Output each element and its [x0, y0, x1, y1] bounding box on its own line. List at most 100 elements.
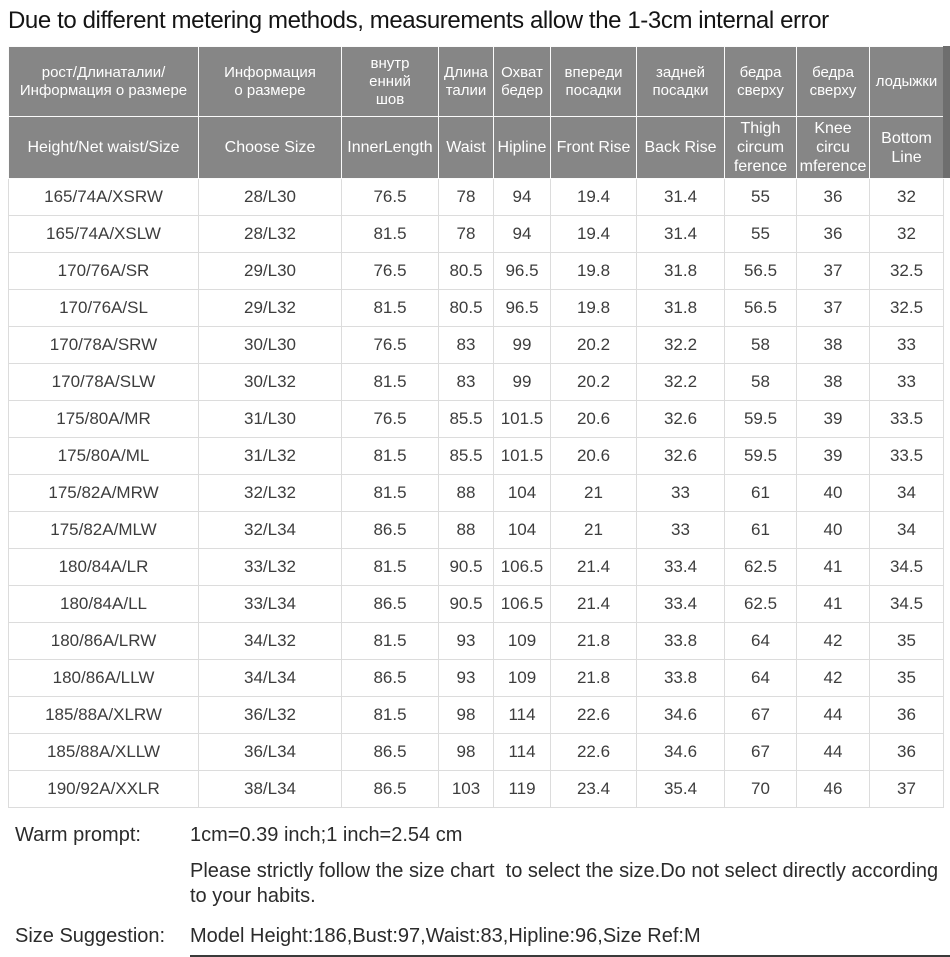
table-cell: 23.4	[550, 770, 637, 808]
table-cell: 42	[796, 622, 870, 660]
column-header-ru-5: впереди посадки	[550, 46, 637, 117]
table-row: 180/84A/LL 33/L34 86.5 90.5 106.5 21.4 33.4 62.…	[8, 585, 944, 623]
table-cell: 33.4	[636, 585, 725, 623]
table-cell: 34/L34	[198, 659, 342, 697]
table-cell: 22.6	[550, 733, 637, 771]
table-cell: 81.5	[341, 215, 439, 253]
table-cell: 33	[869, 326, 944, 364]
table-cell: 44	[796, 733, 870, 771]
table-row: 185/88A/XLLW 36/L34 86.5 98 114 22.6 34.6 67 44 3…	[8, 733, 944, 771]
column-header-ru-6: задней посадки	[636, 46, 725, 117]
header-row-en: Height/Net waist/Size Choose Size InnerLen…	[8, 116, 944, 179]
column-header-ru-7: бедра сверху	[724, 46, 797, 117]
header-row-ru: рост/Длинаталии/ Информация о размере Инф…	[8, 46, 944, 117]
table-cell: 58	[724, 326, 797, 364]
table-cell: 180/86A/LLW	[8, 659, 199, 697]
table-cell: 46	[796, 770, 870, 808]
table-cell: 81.5	[341, 437, 439, 475]
table-cell: 86.5	[341, 733, 439, 771]
table-cell: 21.8	[550, 659, 637, 697]
table-cell: 180/86A/LRW	[8, 622, 199, 660]
table-cell: 32/L32	[198, 474, 342, 512]
table-cell: 34	[869, 474, 944, 512]
table-cell: 93	[438, 659, 494, 697]
column-header-en-9: Bottom Line	[869, 116, 944, 179]
table-cell: 99	[493, 326, 551, 364]
table-cell: 55	[724, 178, 797, 216]
table-cell: 33	[636, 474, 725, 512]
table-cell: 21	[550, 511, 637, 549]
table-cell: 104	[493, 474, 551, 512]
table-cell: 180/84A/LL	[8, 585, 199, 623]
table-cell: 34/L32	[198, 622, 342, 660]
table-cell: 33/L34	[198, 585, 342, 623]
table-cell: 104	[493, 511, 551, 549]
table-cell: 36	[796, 178, 870, 216]
table-cell: 58	[724, 363, 797, 401]
table-cell: 67	[724, 696, 797, 734]
table-cell: 165/74A/XSLW	[8, 215, 199, 253]
size-suggestion-row: Size Suggestion: Model Height:186,Bust:9…	[15, 925, 950, 957]
column-header-ru-8: бедра сверху	[796, 46, 870, 117]
table-cell: 35	[869, 659, 944, 697]
table-cell: 19.8	[550, 252, 637, 290]
column-header-en-0: Height/Net waist/Size	[8, 116, 199, 179]
table-cell: 85.5	[438, 437, 494, 475]
table-row: 175/82A/MLW 32/L34 86.5 88 104 21 33 61 40 34	[8, 511, 944, 549]
table-cell: 106.5	[493, 585, 551, 623]
table-cell: 31.4	[636, 215, 725, 253]
warm-prompt-value: 1cm=0.39 inch;1 inch=2.54 cm	[190, 824, 463, 846]
table-cell: 31.8	[636, 252, 725, 290]
table-cell: 21.4	[550, 585, 637, 623]
table-cell: 34.5	[869, 548, 944, 586]
table-cell: 35	[869, 622, 944, 660]
table-cell: 29/L30	[198, 252, 342, 290]
table-cell: 36	[796, 215, 870, 253]
table-cell: 76.5	[341, 252, 439, 290]
table-cell: 165/74A/XSRW	[8, 178, 199, 216]
table-cell: 32/L34	[198, 511, 342, 549]
table-cell: 86.5	[341, 659, 439, 697]
table-cell: 81.5	[341, 363, 439, 401]
table-cell: 37	[869, 770, 944, 808]
table-cell: 20.6	[550, 400, 637, 438]
table-cell: 62.5	[724, 548, 797, 586]
table-cell: 37	[796, 252, 870, 290]
table-row: 180/86A/LRW 34/L32 81.5 93 109 21.8 33.8 64 42 35	[8, 622, 944, 660]
table-cell: 109	[493, 659, 551, 697]
table-cell: 81.5	[341, 289, 439, 327]
table-cell: 94	[493, 178, 551, 216]
notes-section: Warm prompt: 1cm=0.39 inch;1 inch=2.54 c…	[15, 824, 950, 957]
table-cell: 31/L32	[198, 437, 342, 475]
table-cell: 34.6	[636, 733, 725, 771]
table-cell: 76.5	[341, 326, 439, 364]
table-cell: 32.6	[636, 437, 725, 475]
table-cell: 56.5	[724, 252, 797, 290]
table-cell: 38	[796, 326, 870, 364]
warm-prompt-note: Please strictly follow the size chart to…	[190, 860, 944, 907]
table-cell: 36/L32	[198, 696, 342, 734]
column-header-ru-0: рост/Длинаталии/ Информация о размере	[8, 46, 199, 117]
table-cell: 21	[550, 474, 637, 512]
table-cell: 83	[438, 363, 494, 401]
column-header-ru-3: Длина талии	[438, 46, 494, 117]
table-cell: 32.2	[636, 326, 725, 364]
table-row: 165/74A/XSRW 28/L30 76.5 78 94 19.4 31.4 55 36 32	[8, 178, 944, 216]
size-chart-wrapper: рост/Длинаталии/ Информация о размере Инф…	[0, 46, 950, 808]
table-cell: 38	[796, 363, 870, 401]
table-cell: 185/88A/XLLW	[8, 733, 199, 771]
table-cell: 170/78A/SLW	[8, 363, 199, 401]
table-cell: 64	[724, 659, 797, 697]
column-header-en-8: Knee circu mference	[796, 116, 870, 179]
table-cell: 19.8	[550, 289, 637, 327]
table-cell: 56.5	[724, 289, 797, 327]
table-cell: 170/78A/SRW	[8, 326, 199, 364]
table-cell: 21.8	[550, 622, 637, 660]
table-cell: 78	[438, 215, 494, 253]
table-cell: 35.4	[636, 770, 725, 808]
table-cell: 80.5	[438, 289, 494, 327]
table-cell: 175/82A/MLW	[8, 511, 199, 549]
table-cell: 64	[724, 622, 797, 660]
table-cell: 90.5	[438, 548, 494, 586]
column-header-en-3: Waist	[438, 116, 494, 179]
